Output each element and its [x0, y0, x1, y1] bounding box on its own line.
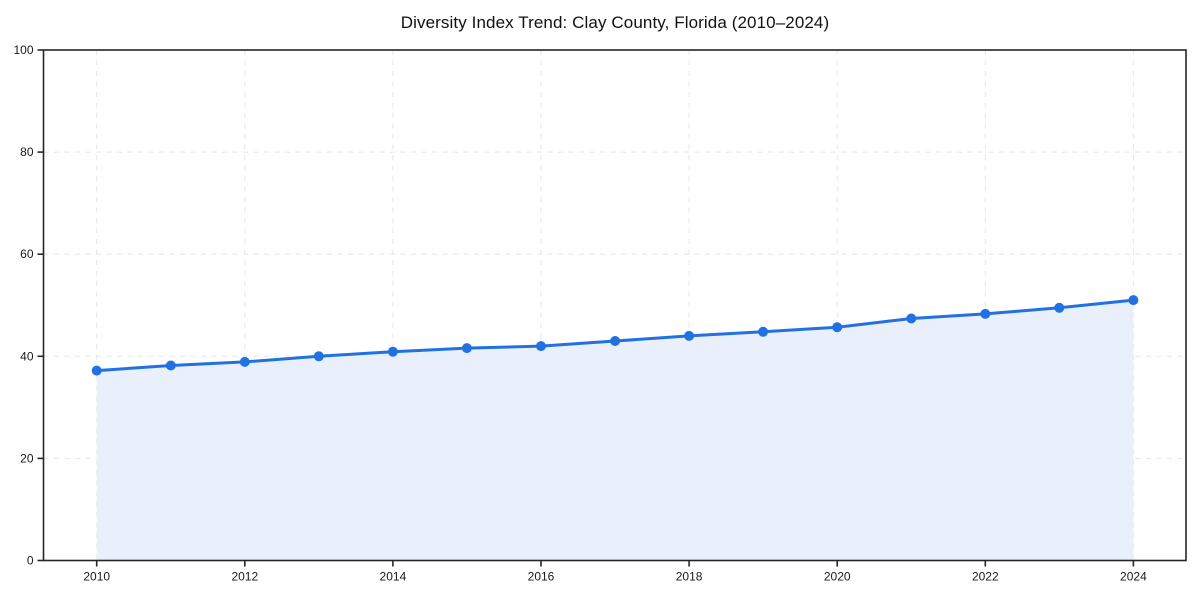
data-point [684, 330, 695, 341]
x-tick-label: 2010 [83, 570, 110, 584]
x-tick-label: 2018 [676, 570, 703, 584]
x-tick-label: 2024 [1120, 570, 1147, 584]
x-tick-label: 2020 [824, 570, 851, 584]
y-tick-label: 40 [20, 349, 34, 363]
data-point [461, 343, 472, 354]
data-point [832, 322, 843, 333]
data-point [758, 326, 769, 337]
data-point [980, 308, 991, 319]
data-point [906, 313, 917, 324]
y-tick-label: 60 [20, 247, 34, 261]
y-tick-label: 100 [13, 43, 33, 57]
data-point [1054, 302, 1065, 313]
data-point [610, 336, 621, 346]
y-tick-label: 20 [20, 451, 34, 465]
x-tick-label: 2014 [380, 570, 407, 584]
chart-title: Diversity Index Trend: Clay County, Flor… [400, 13, 830, 32]
x-tick-label: 2012 [231, 570, 258, 584]
data-point [313, 351, 324, 362]
data-point [387, 346, 398, 357]
data-point [536, 341, 546, 352]
data-point [165, 360, 176, 371]
data-point [239, 356, 250, 367]
y-tick-label: 0 [27, 554, 34, 568]
plot-frame [42, 49, 1187, 562]
x-tick-label: 2016 [528, 570, 555, 584]
y-tick-label: 80 [20, 145, 34, 159]
data-point [1128, 295, 1139, 306]
x-tick-label: 2022 [972, 570, 999, 584]
data-point [91, 365, 102, 376]
area-fill [96, 300, 1134, 561]
